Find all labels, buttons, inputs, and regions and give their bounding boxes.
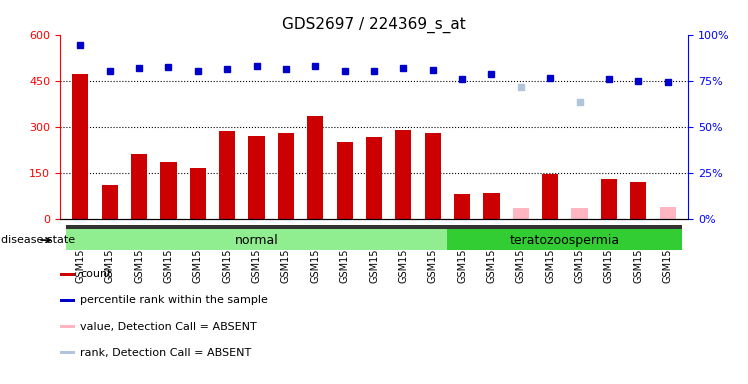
Bar [447,229,682,250]
Bar [248,136,265,219]
Bar [102,185,118,219]
Bar [66,229,447,250]
Bar [366,137,382,219]
Bar [60,325,75,328]
Bar [60,273,75,275]
Bar [66,225,682,229]
Bar [190,168,206,219]
Text: disease state: disease state [1,235,76,245]
Bar [571,208,588,219]
Bar [73,74,88,219]
Text: teratozoospermia: teratozoospermia [510,233,620,247]
Bar [512,208,529,219]
Bar [630,182,646,219]
Bar [219,131,236,219]
Bar [425,133,441,219]
Bar [307,116,323,219]
Bar [131,154,147,219]
Bar [395,130,411,219]
Bar [454,194,470,219]
Bar [601,179,617,219]
Title: GDS2697 / 224369_s_at: GDS2697 / 224369_s_at [282,17,466,33]
Bar [60,351,75,354]
Bar [337,142,353,219]
Text: count: count [81,269,112,279]
Text: normal: normal [235,233,278,247]
Bar [542,174,558,219]
Text: rank, Detection Call = ABSENT: rank, Detection Call = ABSENT [81,348,252,358]
Bar [660,207,675,219]
Bar [278,133,294,219]
Text: percentile rank within the sample: percentile rank within the sample [81,295,269,305]
Bar [60,299,75,301]
Bar [483,193,500,219]
Bar [160,162,177,219]
Text: value, Detection Call = ABSENT: value, Detection Call = ABSENT [81,321,257,331]
